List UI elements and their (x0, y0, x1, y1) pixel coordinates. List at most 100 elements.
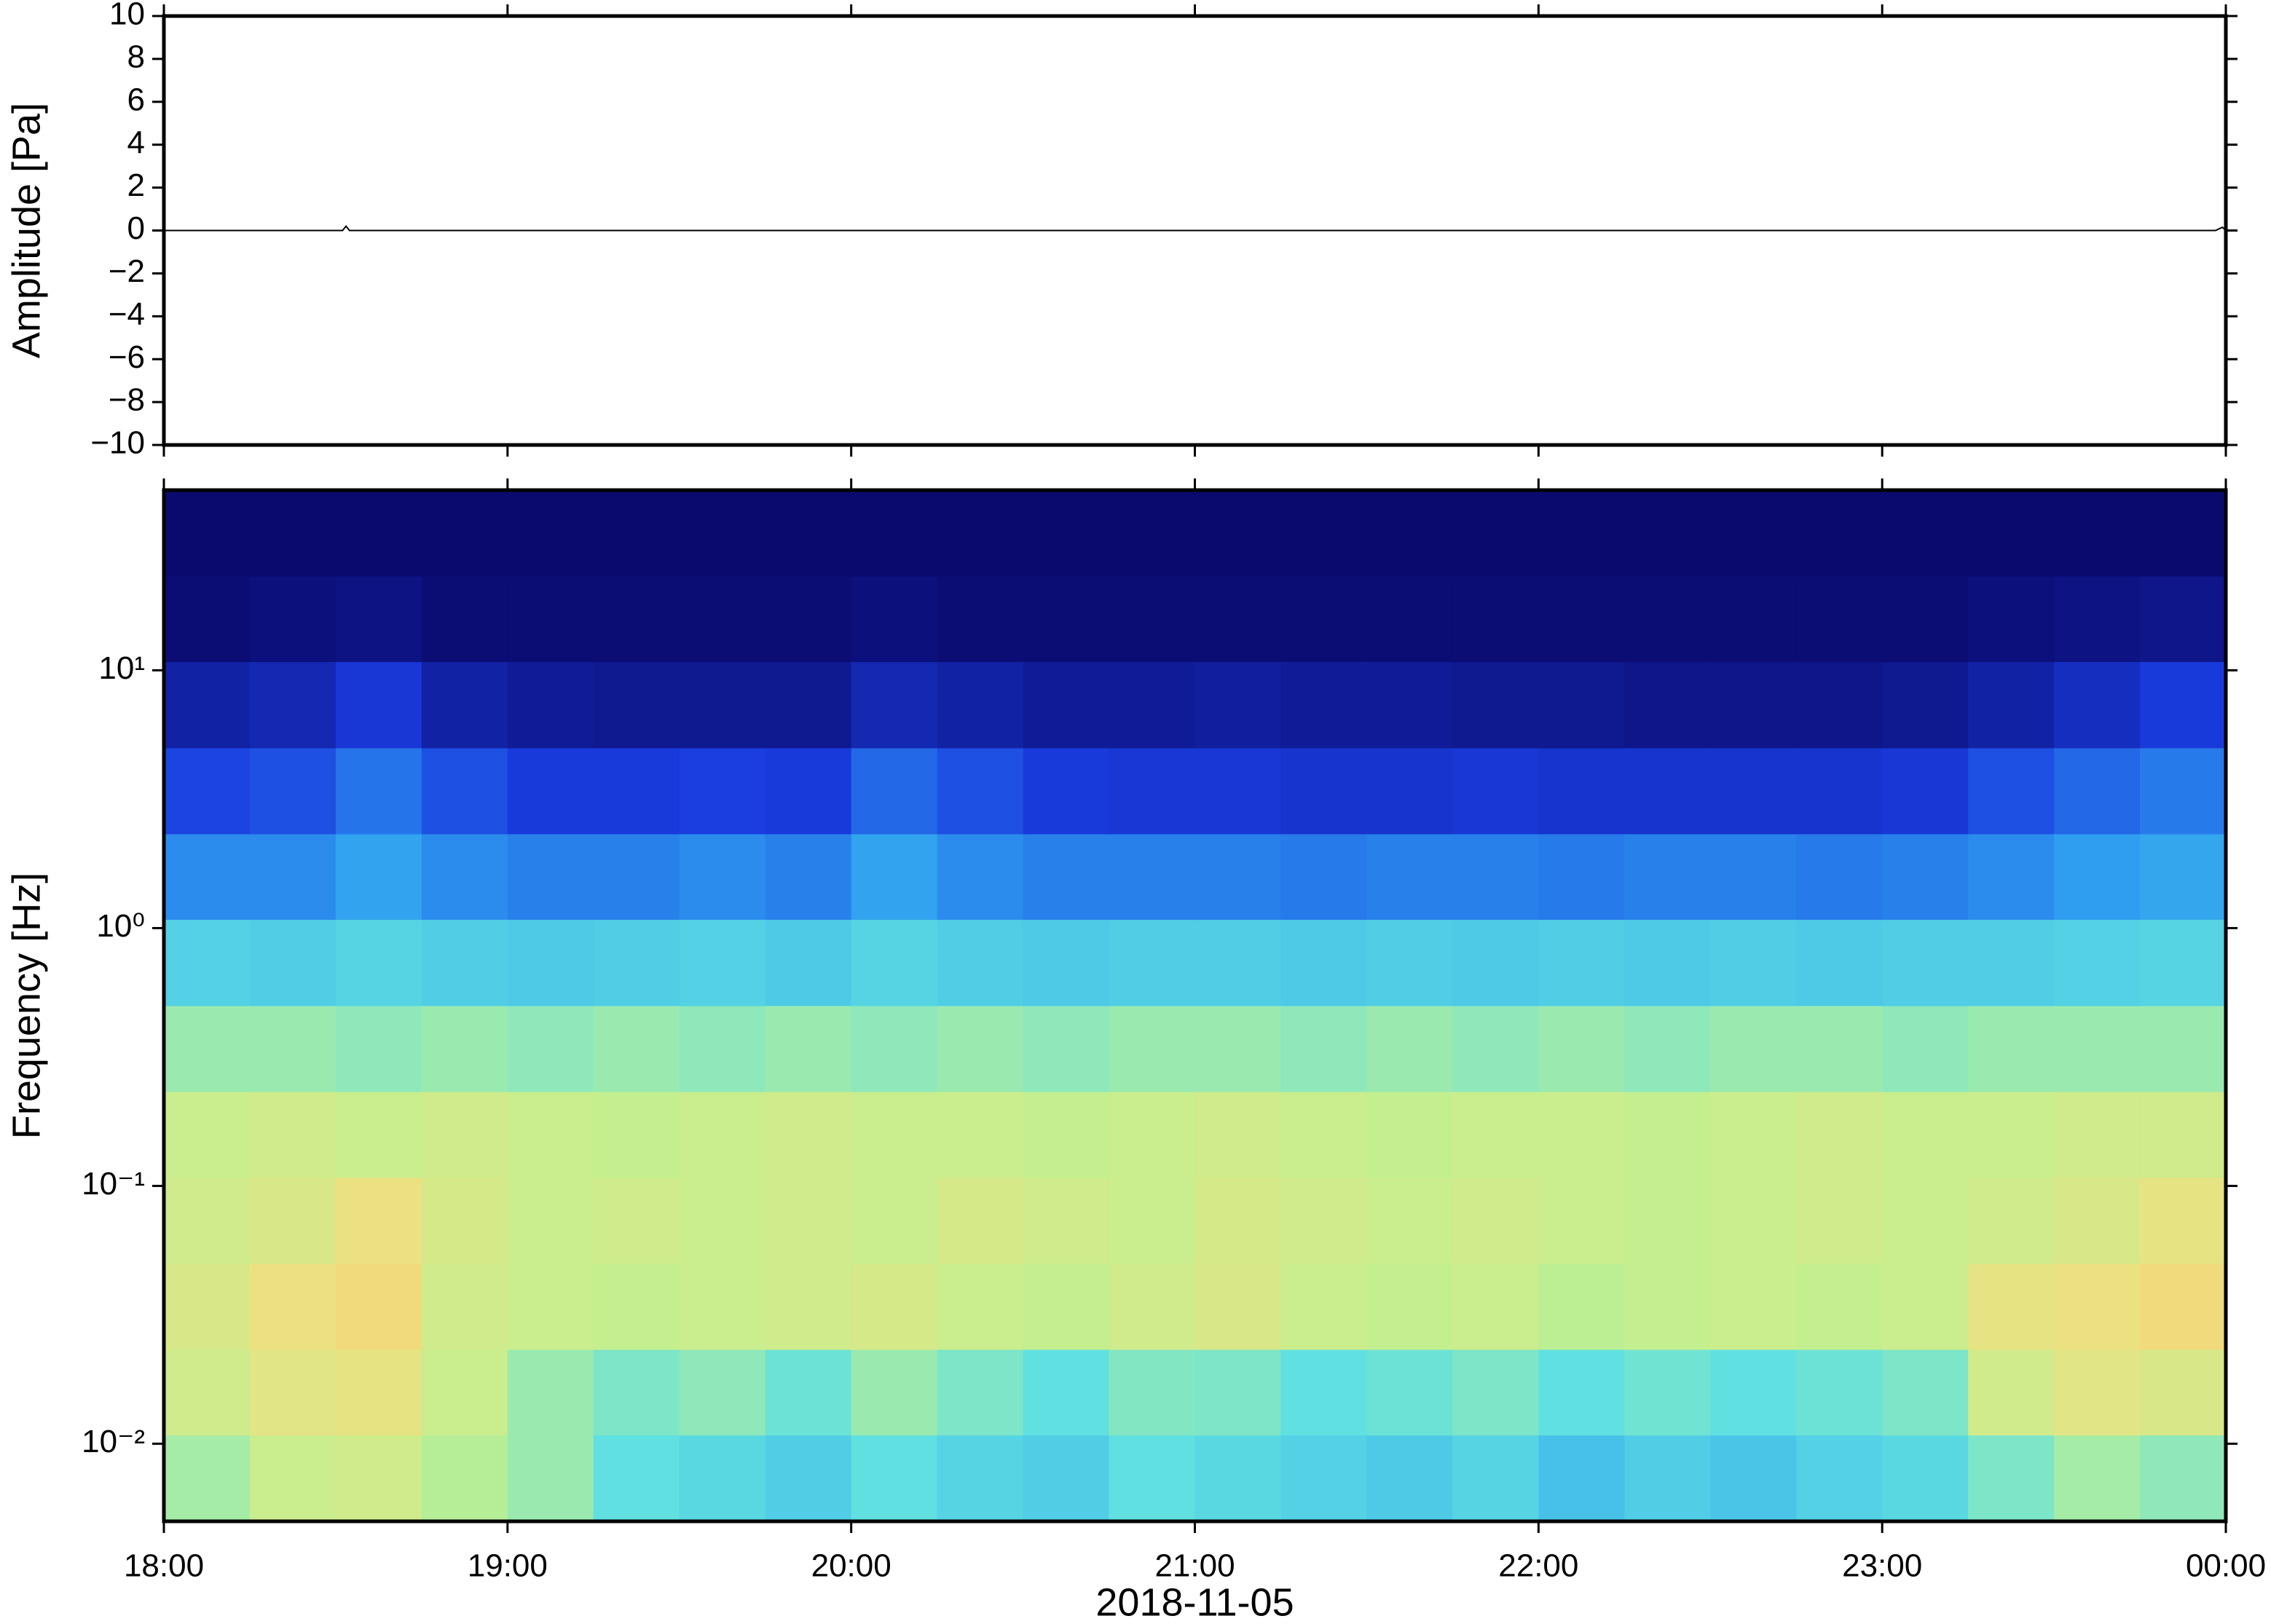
spectrogram-cell (1882, 1349, 1969, 1436)
spectrogram-cell (507, 1092, 594, 1178)
spectrogram-cell (421, 1435, 508, 1522)
spectrogram-cell (1280, 1349, 1367, 1436)
spectrogram-cell (851, 1006, 938, 1092)
spectrogram-cell (1366, 661, 1453, 749)
spectrogram-cell (679, 1092, 766, 1178)
spectrogram-cell (164, 919, 251, 1006)
spectrogram-cell (1452, 1349, 1539, 1436)
spectrogram-cell (249, 1177, 336, 1264)
spectrogram-cell (1023, 1177, 1110, 1264)
spectrogram-cell (1538, 919, 1625, 1006)
spectrogram-cell (335, 1177, 422, 1264)
spectrogram-cell (593, 919, 680, 1006)
spectrogram-cell (1194, 490, 1281, 577)
spectrogram-cell (335, 1264, 422, 1350)
spectrogram-cell (1280, 1435, 1367, 1522)
spectrogram-cell (1366, 1177, 1453, 1264)
y-tick-label: 10 (109, 0, 145, 32)
spectrogram-cell (1882, 1264, 1969, 1350)
spectrogram-cell (1194, 1349, 1281, 1436)
spectrogram-cell (1624, 576, 1711, 663)
spectrogram-cell (1023, 490, 1110, 577)
spectrogram-cell (1796, 834, 1883, 921)
spectrogram-cell (1023, 661, 1110, 749)
spectrogram-cell (1624, 1264, 1711, 1350)
spectrogram-cell (1194, 661, 1281, 749)
spectrogram-cell (335, 1006, 422, 1092)
spectrogram-cell (937, 490, 1024, 577)
spectrogram-cell (765, 1435, 852, 1522)
spectrogram-cell (1968, 919, 2055, 1006)
spectrogram-cell (507, 1435, 594, 1522)
spectrogram-cell (421, 1177, 508, 1264)
y-tick-label: 6 (127, 82, 145, 117)
spectrogram-cell (335, 919, 422, 1006)
spectrogram-cell (2140, 919, 2227, 1006)
spectrogram-cell (421, 919, 508, 1006)
spectrogram-cell (1968, 748, 2055, 835)
y-tick-label: −4 (109, 296, 145, 332)
spectrogram-cell (593, 1006, 680, 1092)
spectrogram-cell (765, 490, 852, 577)
spectrogram-cell (1366, 1435, 1453, 1522)
spectrogram-cell (1452, 1177, 1539, 1264)
spectrogram-cell (593, 1264, 680, 1350)
spectrogram-cell (1023, 748, 1110, 835)
spectrogram-cell (937, 834, 1024, 921)
spectrogram-cell (1624, 661, 1711, 749)
spectrogram-cell (335, 661, 422, 749)
spectrogram-cell (1968, 661, 2055, 749)
spectrogram-cell (1280, 748, 1367, 835)
spectrogram-cell (1109, 661, 1195, 749)
spectrogram-cell (679, 834, 766, 921)
spectrogram-cell (164, 490, 251, 577)
spectrogram-cell (335, 748, 422, 835)
spectrogram-cell (2054, 661, 2141, 749)
spectrogram-cell (679, 1349, 766, 1436)
spectrogram-cell (507, 834, 594, 921)
spectrogram-cell (2054, 834, 2141, 921)
spectrogram-cell (2140, 1177, 2227, 1264)
spectrogram-cell (1882, 834, 1969, 921)
spectrogram-cell (1109, 1092, 1195, 1178)
spectrogram-cell (1194, 1435, 1281, 1522)
spectrogram-cell (765, 1006, 852, 1092)
spectrogram-cell (937, 919, 1024, 1006)
spectrogram-cell (765, 1092, 852, 1178)
spectrogram-cell (679, 1006, 766, 1092)
spectrogram-cell (2140, 748, 2227, 835)
spectrogram-cell (2054, 1264, 2141, 1350)
spectrogram-cell (164, 576, 251, 663)
spectrogram-cell (1452, 1435, 1539, 1522)
spectrogram-cell (2054, 1177, 2141, 1264)
spectrogram-cell (937, 1006, 1024, 1092)
spectrogram-cell (1452, 576, 1539, 663)
spectrogram-cell (1109, 1006, 1195, 1092)
spectrogram-cell (1624, 490, 1711, 577)
spectrogram-cell (1366, 1006, 1453, 1092)
spectrogram-cell (1796, 490, 1883, 577)
spectrogram-cell (2054, 490, 2141, 577)
spectrogram-cell (593, 1177, 680, 1264)
spectrogram-cell (1538, 1264, 1625, 1350)
spectrogram-cell (1710, 490, 1797, 577)
spectrogram-cell (1194, 1264, 1281, 1350)
spectrogram-cell (1023, 919, 1110, 1006)
spectrogram-cell (2140, 661, 2227, 749)
spectrogram-cell (421, 1092, 508, 1178)
spectrogram-cell (2140, 1435, 2227, 1522)
spectrogram-cell (1796, 661, 1883, 749)
spectrogram-cell (1109, 1177, 1195, 1264)
spectrogram-cell (1624, 834, 1711, 921)
spectrogram-cell (1624, 919, 1711, 1006)
spectrogram-cell (1280, 661, 1367, 749)
spectrogram-cell (1194, 919, 1281, 1006)
spectrogram-cell (1538, 661, 1625, 749)
x-tick-label: 22:00 (1498, 1548, 1578, 1584)
spectrogram-cell (1194, 748, 1281, 835)
spectrogram-cell (1109, 919, 1195, 1006)
spectrogram-cell (1624, 1092, 1711, 1178)
spectrogram-cell (421, 748, 508, 835)
spectrogram-cell (1452, 1264, 1539, 1350)
spectrogram-cell (937, 576, 1024, 663)
